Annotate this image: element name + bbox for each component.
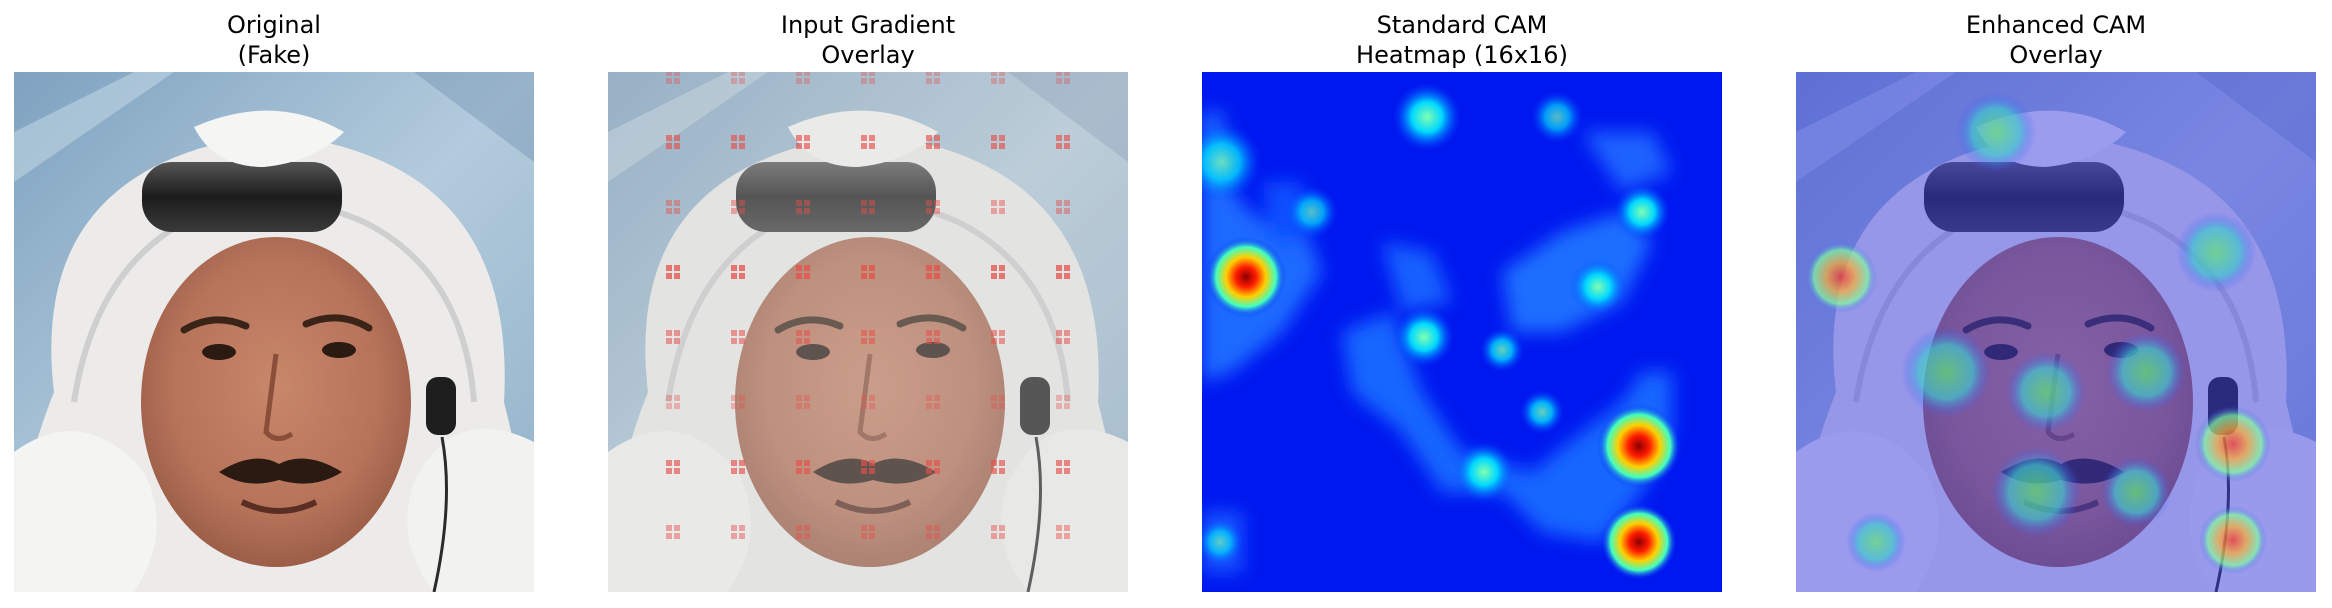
title-line-2: Overlay xyxy=(821,41,915,69)
panel-original: Original (Fake) xyxy=(14,0,534,608)
panel-standard-cam: Standard CAM Heatmap (16x16) xyxy=(1202,0,1722,608)
enhanced-cam-overlay-image xyxy=(1796,72,2316,592)
standard-cam-heatmap xyxy=(1202,72,1722,592)
title-line-1: Input Gradient xyxy=(780,11,956,39)
title-line-2: (Fake) xyxy=(237,41,311,69)
title-line-1: Enhanced CAM xyxy=(1965,11,2147,39)
original-face-image xyxy=(14,72,534,592)
panel-gradient: Input Gradient Overlay xyxy=(608,0,1128,608)
gradient-overlay-image xyxy=(608,72,1128,592)
panel-title: Input Gradient Overlay xyxy=(608,10,1128,70)
panel-enhanced-cam: Enhanced CAM Overlay xyxy=(1796,0,2316,608)
panel-title: Standard CAM Heatmap (16x16) xyxy=(1202,10,1722,70)
title-line-1: Standard CAM xyxy=(1376,11,1548,39)
title-line-2: Overlay xyxy=(2009,41,2103,69)
title-line-1: Original xyxy=(227,11,321,39)
title-line-2: Heatmap (16x16) xyxy=(1356,41,1568,69)
panel-title: Enhanced CAM Overlay xyxy=(1796,10,2316,70)
panel-title: Original (Fake) xyxy=(14,10,534,70)
